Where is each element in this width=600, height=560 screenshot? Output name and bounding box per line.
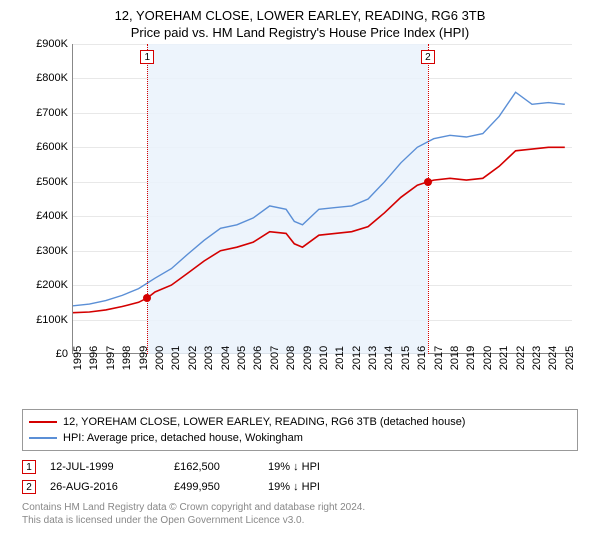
x-tick-label: 2024 [547,346,559,370]
footer-attribution: Contains HM Land Registry data © Crown c… [22,501,578,527]
x-tick-label: 2014 [383,346,395,370]
y-tick-label: £600K [24,141,68,153]
x-tick-label: 2000 [154,346,166,370]
transaction-pct: 19% ↓ HPI [268,481,378,493]
y-tick-label: £100K [24,314,68,326]
legend-label: 12, YOREHAM CLOSE, LOWER EARLEY, READING… [63,416,465,428]
x-tick-label: 2019 [465,346,477,370]
footer-line-1: Contains HM Land Registry data © Crown c… [22,501,578,514]
x-tick-label: 2013 [367,346,379,370]
event-vline [147,44,148,354]
x-tick-label: 2008 [285,346,297,370]
x-tick-label: 2009 [302,346,314,370]
x-tick-label: 2018 [449,346,461,370]
transaction-row: 2 26-AUG-2016 £499,950 19% ↓ HPI [22,477,578,497]
legend-label: HPI: Average price, detached house, Woki… [63,432,303,444]
transaction-row: 1 12-JUL-1999 £162,500 19% ↓ HPI [22,457,578,477]
x-tick-label: 1999 [138,346,150,370]
y-tick-label: £400K [24,210,68,222]
x-tick-label: 2001 [170,346,182,370]
transaction-date: 12-JUL-1999 [50,461,160,473]
y-tick-label: £800K [24,72,68,84]
x-tick-label: 2021 [498,346,510,370]
y-tick-label: £300K [24,245,68,257]
transaction-price: £499,950 [174,481,254,493]
x-tick-label: 2010 [318,346,330,370]
x-tick-label: 2025 [564,346,576,370]
x-tick-label: 1998 [121,346,133,370]
y-tick-label: £0 [24,348,68,360]
x-tick-label: 2017 [433,346,445,370]
x-tick-label: 2011 [334,346,346,370]
title-line-2: Price paid vs. HM Land Registry's House … [12,25,588,40]
x-tick-label: 2006 [252,346,264,370]
legend-item: HPI: Average price, detached house, Woki… [29,430,571,446]
transaction-marker-box: 1 [22,460,36,474]
x-tick-label: 2020 [482,346,494,370]
x-tick-label: 2003 [203,346,215,370]
x-tick-label: 2016 [416,346,428,370]
x-tick-label: 2022 [515,346,527,370]
x-tick-label: 1995 [72,346,84,370]
event-point [424,178,432,186]
x-tick-label: 2007 [269,346,281,370]
title-line-1: 12, YOREHAM CLOSE, LOWER EARLEY, READING… [12,8,588,23]
x-tick-label: 2004 [220,346,232,370]
x-tick-label: 1997 [105,346,117,370]
x-tick-label: 2012 [351,346,363,370]
legend-swatch [29,421,57,423]
footer-line-2: This data is licensed under the Open Gov… [22,514,578,527]
x-tick-label: 1996 [88,346,100,370]
transaction-marker-box: 2 [22,480,36,494]
y-tick-label: £900K [24,38,68,50]
chart-area: £0 £100K £200K £300K £400K £500K £600K £700K £80… [20,44,580,379]
plot-region: 12 [72,44,572,354]
y-tick-label: £700K [24,107,68,119]
event-marker-box: 1 [140,50,154,64]
y-tick-label: £200K [24,279,68,291]
transactions-table: 1 12-JUL-1999 £162,500 19% ↓ HPI 2 26-AUG-201… [22,457,578,497]
legend-swatch [29,437,57,439]
chart-title: 12, YOREHAM CLOSE, LOWER EARLEY, READING… [12,8,588,40]
x-tick-label: 2023 [531,346,543,370]
event-marker-box: 2 [421,50,435,64]
x-tick-label: 2005 [236,346,248,370]
event-vline [428,44,429,354]
legend-item: 12, YOREHAM CLOSE, LOWER EARLEY, READING… [29,414,571,430]
transaction-date: 26-AUG-2016 [50,481,160,493]
x-tick-label: 2002 [187,346,199,370]
event-point [143,294,151,302]
y-tick-label: £500K [24,176,68,188]
x-tick-label: 2015 [400,346,412,370]
legend: 12, YOREHAM CLOSE, LOWER EARLEY, READING… [22,409,578,451]
transaction-pct: 19% ↓ HPI [268,461,378,473]
transaction-price: £162,500 [174,461,254,473]
